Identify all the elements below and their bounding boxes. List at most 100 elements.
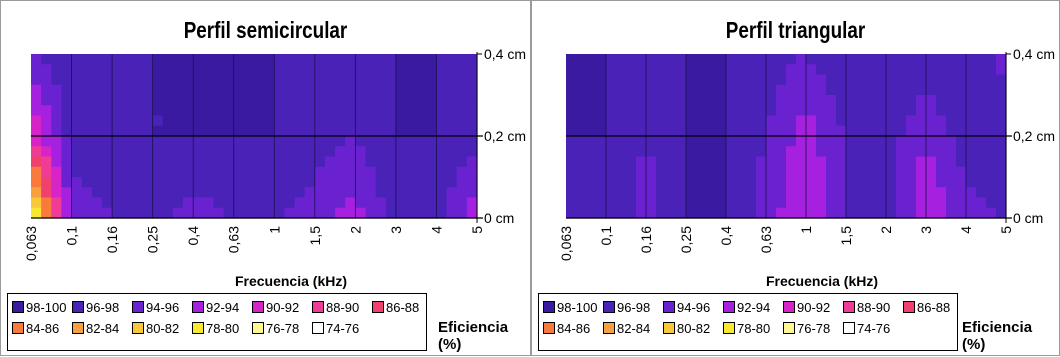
heatmap-cell xyxy=(706,115,717,127)
heatmap-cell xyxy=(416,197,427,209)
heatmap-cell xyxy=(375,187,387,199)
heatmap-cell xyxy=(355,74,367,86)
x-tick-label: 0,16 xyxy=(104,226,120,253)
heatmap-cell xyxy=(726,95,737,106)
heatmap-cell xyxy=(416,74,427,86)
heatmap-cell xyxy=(766,207,777,219)
heatmap-cell xyxy=(626,187,637,199)
x-tick-label: 2 xyxy=(347,226,363,234)
heatmap-cell xyxy=(264,156,275,168)
heatmap-cell xyxy=(986,136,997,147)
heatmap-cell xyxy=(355,95,367,106)
heatmap-cell xyxy=(766,156,777,168)
heatmap-cell xyxy=(706,125,717,137)
heatmap-cell xyxy=(142,54,154,65)
heatmap-cell xyxy=(254,105,265,117)
heatmap-cell xyxy=(956,146,967,158)
heatmap-cell xyxy=(142,187,154,199)
x-tick-label: 4 xyxy=(428,226,444,234)
heatmap-cell xyxy=(786,197,797,209)
heatmap-cell xyxy=(233,197,245,209)
heatmap-cell xyxy=(786,207,797,219)
heatmap-cell xyxy=(91,136,103,147)
heatmap-cell xyxy=(213,84,225,96)
heatmap-cell xyxy=(896,64,907,76)
heatmap-cell xyxy=(766,166,777,178)
heatmap-cell xyxy=(956,95,967,106)
heatmap-cell xyxy=(796,64,807,76)
heatmap-cell xyxy=(696,207,707,219)
heatmap-cell xyxy=(876,105,887,117)
heatmap-cell xyxy=(976,105,987,117)
heatmap-cell xyxy=(566,74,577,86)
heatmap-cell xyxy=(986,95,997,106)
heatmap-cell xyxy=(112,197,123,209)
heatmap-cell xyxy=(566,136,577,147)
legend-item: 78-80 xyxy=(192,321,239,336)
heatmap-cell xyxy=(233,146,245,158)
heatmap-cell xyxy=(31,207,42,219)
heatmap-cell xyxy=(606,64,617,76)
heatmap-cell xyxy=(596,197,607,209)
heatmap-cell xyxy=(816,115,827,127)
heatmap-cell xyxy=(796,115,807,127)
heatmap-cell xyxy=(193,95,204,106)
heatmap-cell xyxy=(816,125,827,137)
heatmap-cell xyxy=(726,156,737,168)
heatmap-cell xyxy=(112,95,123,106)
heatmap-cell xyxy=(81,187,93,199)
heatmap-cell xyxy=(756,74,767,86)
heatmap-cell xyxy=(101,64,113,76)
heatmap-cell xyxy=(616,156,627,168)
heatmap-cell xyxy=(756,115,767,127)
heatmap-cell xyxy=(203,197,215,209)
heatmap-cell xyxy=(996,177,1007,188)
heatmap-cell xyxy=(586,54,597,65)
heatmap-cell xyxy=(776,64,787,76)
heatmap-cell xyxy=(796,105,807,117)
heatmap-cell xyxy=(91,187,103,199)
heatmap-cell xyxy=(656,177,667,188)
legend-label: 78-80 xyxy=(737,321,771,336)
heatmap-cell xyxy=(213,146,225,158)
heatmap-cell xyxy=(314,64,326,76)
heatmap-cell xyxy=(172,64,184,76)
x-tick-label: 0,16 xyxy=(638,226,654,253)
heatmap-cell xyxy=(776,54,787,65)
heatmap-cell xyxy=(243,115,255,127)
legend-label: 80-82 xyxy=(146,321,180,336)
heatmap-cell xyxy=(243,146,255,158)
heatmap-cell xyxy=(436,115,448,127)
heatmap-cell xyxy=(986,177,997,188)
heatmap-cell xyxy=(122,115,133,127)
heatmap-cell xyxy=(926,197,937,209)
heatmap-cell xyxy=(31,136,42,147)
heatmap-cell xyxy=(936,156,947,168)
heatmap-cell xyxy=(976,187,987,199)
legend-item: 98-100 xyxy=(543,300,597,315)
heatmap-cell xyxy=(112,156,123,168)
heatmap-cell xyxy=(193,197,204,209)
heatmap-cell xyxy=(726,74,737,86)
heatmap-cell xyxy=(284,197,296,209)
y-tick-label: 0,4 cm xyxy=(484,46,526,62)
heatmap-cell xyxy=(385,207,397,219)
heatmap-cell xyxy=(385,54,397,65)
heatmap-cell xyxy=(746,64,757,76)
heatmap-cell xyxy=(162,95,174,106)
heatmap-cell xyxy=(426,105,438,117)
heatmap-cell xyxy=(243,95,255,106)
heatmap-cell xyxy=(796,156,807,168)
heatmap-cell xyxy=(446,136,458,147)
heatmap-cell xyxy=(646,177,657,188)
heatmap-cell xyxy=(284,207,296,219)
heatmap-cell xyxy=(676,146,687,158)
legend-label: 76-78 xyxy=(266,321,300,336)
heatmap-cell xyxy=(335,95,346,106)
heatmap-cell xyxy=(836,125,847,137)
heatmap-cell xyxy=(213,95,225,106)
legend-swatch xyxy=(843,301,855,313)
heatmap-cell xyxy=(436,146,448,158)
heatmap-cell xyxy=(122,64,133,76)
heatmap-cell xyxy=(335,207,346,219)
